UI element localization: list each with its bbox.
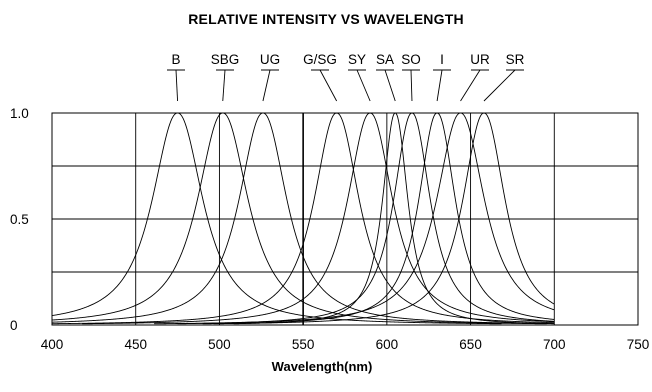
chart-title: RELATIVE INTENSITY VS WAVELENGTH [188, 11, 464, 27]
series-label: SA [376, 52, 394, 67]
x-axis-label: Wavelength(nm) [272, 359, 373, 374]
series-curves [51, 112, 555, 325]
series-label: I [440, 52, 444, 67]
series-leader-line [410, 69, 413, 102]
x-tick-label: 450 [124, 337, 147, 352]
series-leader-line [384, 69, 396, 102]
series-curve-b [51, 112, 502, 325]
series-curve-i [202, 112, 555, 325]
series-leader-line [460, 69, 481, 102]
x-tick-label: 650 [459, 337, 482, 352]
series-label: UG [260, 52, 280, 67]
series-curve-sr [213, 112, 555, 325]
y-tick-label: 0.5 [10, 212, 29, 227]
series-curve-sy [82, 112, 555, 325]
series-curve-ug [51, 112, 555, 325]
series-leader-line [222, 69, 226, 102]
axis-ticks: 400 450 500 550 600 650 700 750 0 0.5 1.0 [10, 106, 649, 352]
series-label: B [171, 52, 180, 67]
x-tick-label: 500 [208, 337, 231, 352]
series-leader-line [175, 69, 179, 102]
series-curve-sa [233, 112, 555, 325]
x-tick-label: 700 [543, 337, 566, 352]
y-tick-label: 1.0 [10, 106, 29, 121]
x-tick-label: 600 [376, 337, 399, 352]
series-label: UR [470, 52, 490, 67]
series-leader-line [262, 69, 271, 102]
x-tick-label: 400 [41, 337, 64, 352]
series-leader-line [483, 69, 516, 102]
series-curve-sbg [51, 112, 547, 325]
y-tick-label: 0 [10, 318, 18, 333]
series-labels: B SBG UG G/SG SY SA SO I UR SR [167, 52, 525, 102]
series-label: G/SG [303, 52, 337, 67]
series-label: SO [401, 52, 421, 67]
x-tick-label: 750 [627, 337, 650, 352]
series-curve-so [177, 112, 555, 325]
series-leader-line [356, 69, 371, 102]
series-label: SR [506, 52, 525, 67]
series-label: SY [348, 52, 366, 67]
series-leader-line [436, 69, 443, 102]
x-tick-label: 550 [292, 337, 315, 352]
plot-grid [51, 112, 639, 326]
series-label: SBG [211, 52, 240, 67]
series-curve-ur [154, 112, 555, 325]
series-leader-line [319, 69, 338, 102]
